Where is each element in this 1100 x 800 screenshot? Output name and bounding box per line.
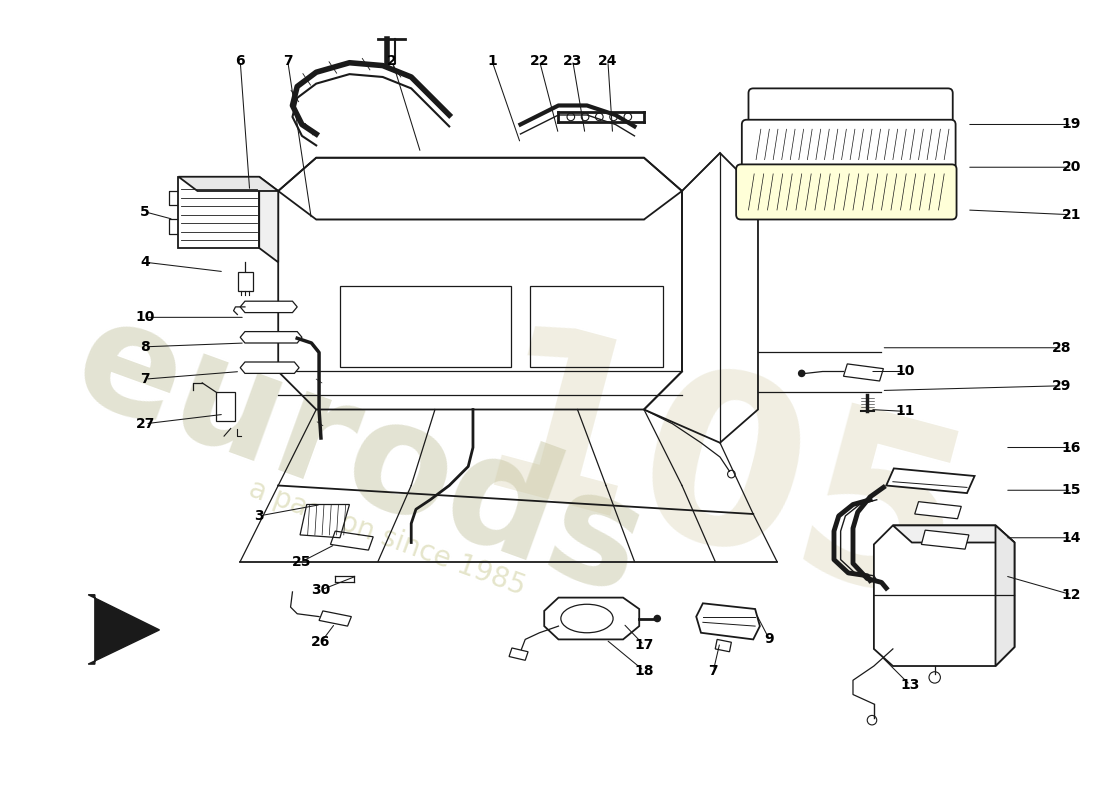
- Polygon shape: [509, 648, 528, 660]
- Text: 27: 27: [135, 417, 155, 430]
- Circle shape: [653, 614, 661, 622]
- Text: 21: 21: [1062, 208, 1081, 222]
- Polygon shape: [544, 598, 639, 639]
- Text: 26: 26: [311, 635, 331, 650]
- Text: 1: 1: [487, 54, 497, 68]
- Text: 3: 3: [254, 509, 264, 523]
- Text: 15: 15: [1062, 483, 1081, 498]
- Text: 19: 19: [1062, 118, 1081, 131]
- Polygon shape: [300, 505, 350, 538]
- Text: 4: 4: [141, 255, 150, 270]
- Text: 8: 8: [141, 340, 150, 354]
- Text: 20: 20: [1062, 160, 1081, 174]
- Circle shape: [798, 370, 805, 377]
- Polygon shape: [240, 362, 299, 374]
- Text: 25: 25: [293, 554, 311, 569]
- Text: 29: 29: [1053, 378, 1071, 393]
- Polygon shape: [88, 594, 160, 664]
- Text: 16: 16: [1062, 441, 1081, 454]
- Text: 105: 105: [452, 312, 988, 659]
- Polygon shape: [240, 301, 297, 313]
- FancyBboxPatch shape: [741, 120, 956, 169]
- Text: 11: 11: [895, 405, 915, 418]
- Polygon shape: [239, 272, 253, 290]
- Polygon shape: [715, 639, 732, 652]
- Text: 10: 10: [895, 365, 915, 378]
- Polygon shape: [178, 177, 278, 191]
- Polygon shape: [996, 526, 1014, 666]
- Text: 12: 12: [1062, 588, 1081, 602]
- Polygon shape: [696, 603, 760, 639]
- Text: 7: 7: [141, 372, 150, 386]
- Text: 22: 22: [530, 54, 549, 68]
- Text: 10: 10: [135, 310, 155, 324]
- Text: 13: 13: [900, 678, 920, 692]
- Text: 14: 14: [1062, 530, 1081, 545]
- Polygon shape: [873, 526, 1014, 666]
- Text: 7: 7: [708, 664, 718, 678]
- Polygon shape: [922, 530, 969, 549]
- Text: 17: 17: [635, 638, 653, 652]
- FancyBboxPatch shape: [736, 164, 957, 219]
- Text: 28: 28: [1053, 341, 1071, 354]
- Text: 24: 24: [598, 54, 617, 68]
- Text: 9: 9: [764, 633, 774, 646]
- Polygon shape: [844, 364, 883, 381]
- Polygon shape: [319, 611, 351, 626]
- Text: 30: 30: [311, 583, 331, 597]
- Polygon shape: [240, 331, 303, 343]
- Polygon shape: [178, 177, 260, 248]
- Polygon shape: [893, 526, 1014, 542]
- Polygon shape: [887, 469, 975, 493]
- Text: 5: 5: [141, 205, 150, 219]
- Text: 6: 6: [235, 54, 245, 68]
- Polygon shape: [260, 177, 278, 262]
- Text: 2: 2: [387, 54, 397, 68]
- Text: a passion since 1985: a passion since 1985: [245, 474, 529, 601]
- Polygon shape: [915, 502, 961, 518]
- Text: eurods: eurods: [55, 286, 663, 629]
- Text: 7: 7: [283, 54, 293, 68]
- Text: 23: 23: [563, 54, 582, 68]
- Text: 18: 18: [635, 664, 653, 678]
- FancyBboxPatch shape: [748, 88, 953, 125]
